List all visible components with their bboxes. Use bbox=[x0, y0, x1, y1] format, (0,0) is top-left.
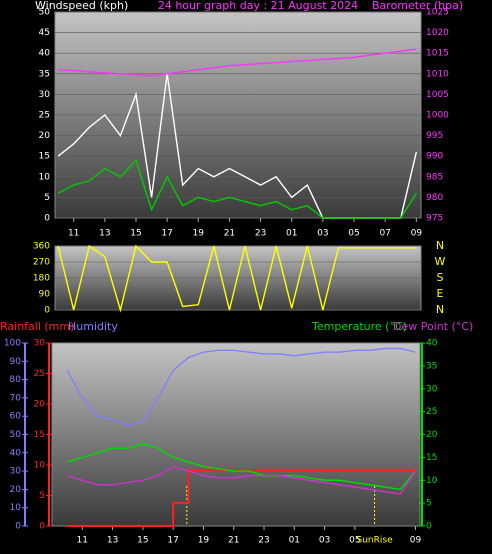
y-tick-label: 180 bbox=[33, 274, 50, 284]
y-tick-label: 10 bbox=[39, 172, 51, 182]
y3-tick-label: 0 bbox=[15, 522, 21, 532]
y3-tick-label: 100 bbox=[4, 339, 21, 349]
y3-tick-label: 20 bbox=[10, 485, 22, 495]
y2-tick-label: 35 bbox=[426, 361, 437, 371]
y3-tick-label: 30 bbox=[10, 467, 22, 477]
annotation-label: SunRise bbox=[357, 536, 394, 546]
y3-tick-label: 90 bbox=[10, 357, 22, 367]
y2-tick-label: N bbox=[436, 239, 444, 252]
legend-entry: Humidity bbox=[68, 320, 118, 333]
plot-area bbox=[51, 342, 421, 527]
y-tick-label: 45 bbox=[39, 28, 50, 38]
y2-tick-label: 40 bbox=[426, 339, 438, 349]
x-tick-label: 13 bbox=[107, 536, 118, 546]
legend-entry: Temperature (°C) bbox=[311, 320, 407, 333]
y-tick-label: 0 bbox=[39, 522, 45, 532]
y-tick-label: 35 bbox=[39, 69, 50, 79]
x-tick-label: 19 bbox=[193, 229, 205, 239]
x-tick-label: 21 bbox=[228, 536, 239, 546]
x-tick-label: 01 bbox=[289, 536, 300, 546]
x-tick-label: 15 bbox=[130, 229, 141, 239]
y-tick-label: 20 bbox=[34, 400, 46, 410]
series-line bbox=[57, 244, 417, 313]
y2-tick-label: 1025 bbox=[426, 8, 449, 18]
y2-axis-label: Barometer (hpa) bbox=[372, 0, 463, 12]
series-line bbox=[66, 347, 416, 427]
series-line bbox=[66, 465, 417, 495]
x-tick-label: 05 bbox=[349, 536, 360, 546]
y-tick-label: 10 bbox=[34, 461, 46, 471]
x-tick-label: 17 bbox=[167, 536, 178, 546]
y-tick-label: 0 bbox=[44, 214, 50, 224]
y2-tick-label: 1005 bbox=[426, 90, 449, 100]
y2-tick-label: 990 bbox=[426, 152, 443, 162]
y-tick-label: 270 bbox=[33, 258, 50, 268]
y-tick-label: 25 bbox=[39, 111, 50, 121]
x-tick-label: 13 bbox=[99, 229, 110, 239]
y-tick-label: 25 bbox=[34, 369, 45, 379]
y2-tick-label: N bbox=[436, 303, 444, 316]
x-tick-label: 21 bbox=[224, 229, 235, 239]
x-tick-label: 09 bbox=[410, 536, 422, 546]
y3-tick-label: 80 bbox=[10, 375, 22, 385]
y-tick-label: 30 bbox=[34, 339, 46, 349]
y2-tick-label: 995 bbox=[426, 131, 443, 141]
y2-tick-label: 10 bbox=[426, 476, 438, 486]
x-tick-label: 19 bbox=[198, 536, 210, 546]
y-tick-label: 20 bbox=[39, 131, 51, 141]
chart-title: 24 hour graph day : 21 August 2024 bbox=[158, 0, 358, 12]
y2-tick-label: 975 bbox=[426, 214, 443, 224]
y2-tick-label: 1015 bbox=[426, 49, 449, 59]
y-tick-label: 50 bbox=[39, 8, 51, 18]
y2-tick-label: 1010 bbox=[426, 69, 449, 79]
x-tick-label: 11 bbox=[68, 229, 79, 239]
y2-tick-label: 5 bbox=[426, 499, 432, 509]
x-tick-label: 23 bbox=[255, 229, 266, 239]
y2-tick-label: 1020 bbox=[426, 28, 449, 38]
y2-tick-label: E bbox=[437, 287, 444, 300]
y2-tick-label: 25 bbox=[426, 407, 437, 417]
y2-tick-label: 1000 bbox=[426, 111, 449, 121]
x-tick-label: 15 bbox=[137, 536, 148, 546]
y-tick-label: 15 bbox=[39, 152, 50, 162]
y2-tick-label: 980 bbox=[426, 193, 443, 203]
x-tick-label: 09 bbox=[411, 229, 423, 239]
y-axis-label: Windspeed (kph) bbox=[35, 0, 128, 12]
y2-tick-label: 20 bbox=[426, 430, 438, 440]
y-tick-label: 15 bbox=[34, 430, 45, 440]
y-tick-label: 0 bbox=[44, 306, 50, 316]
x-tick-label: 17 bbox=[161, 229, 172, 239]
y-tick-label: 5 bbox=[39, 491, 45, 501]
legend-entry: Rainfall (mm) bbox=[0, 320, 74, 333]
y3-tick-label: 70 bbox=[10, 393, 22, 403]
x-tick-label: 03 bbox=[319, 536, 330, 546]
y3-tick-label: 60 bbox=[10, 412, 22, 422]
y3-tick-label: 40 bbox=[10, 448, 22, 458]
y2-tick-label: 15 bbox=[426, 453, 437, 463]
y3-tick-label: 50 bbox=[10, 430, 22, 440]
series-line bbox=[66, 442, 416, 491]
y2-tick-label: 0 bbox=[426, 522, 432, 532]
y-tick-label: 90 bbox=[39, 290, 51, 300]
series-line bbox=[57, 158, 417, 219]
y-tick-label: 5 bbox=[44, 193, 50, 203]
x-tick-label: 23 bbox=[258, 536, 269, 546]
legend-entry: Dew Point (°C) bbox=[393, 320, 473, 333]
y-tick-label: 40 bbox=[39, 49, 51, 59]
x-tick-label: 05 bbox=[348, 229, 359, 239]
y3-tick-label: 10 bbox=[10, 503, 22, 513]
y-tick-label: 360 bbox=[33, 242, 50, 252]
x-tick-label: 01 bbox=[286, 229, 297, 239]
x-tick-label: 07 bbox=[379, 229, 390, 239]
y2-tick-label: 30 bbox=[426, 384, 438, 394]
y-tick-label: 30 bbox=[39, 90, 51, 100]
x-tick-label: 03 bbox=[317, 229, 328, 239]
x-tick-label: 11 bbox=[77, 536, 88, 546]
y2-tick-label: S bbox=[437, 271, 444, 284]
series-line bbox=[58, 48, 417, 77]
y2-tick-label: 985 bbox=[426, 172, 443, 182]
y2-tick-label: W bbox=[435, 255, 446, 268]
